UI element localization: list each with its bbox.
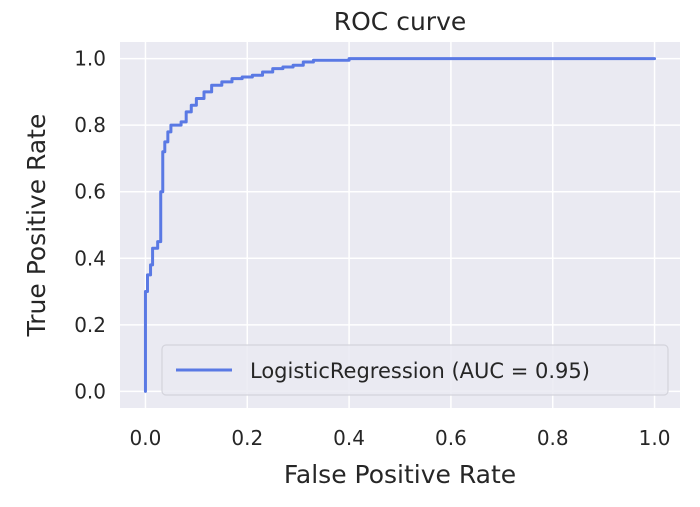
y-tick-labels: 0.0 0.2 0.4 0.6 0.8 1.0: [74, 47, 106, 404]
grid-lines: [120, 42, 680, 408]
data-layer: [143, 57, 657, 393]
x-tick-label: 0.4: [333, 426, 365, 450]
x-tick-labels: 0.0 0.2 0.4 0.6 0.8 1.0: [130, 426, 671, 450]
y-tick-label: 0.2: [74, 313, 106, 337]
y-tick-label: 1.0: [74, 47, 106, 71]
x-tick-label: 0.2: [231, 426, 263, 450]
x-tick-label: 0.6: [435, 426, 467, 450]
x-axis-label: False Positive Rate: [284, 460, 516, 489]
y-tick-label: 0.6: [74, 180, 106, 204]
y-tick-label: 0.0: [74, 379, 106, 403]
x-tick-label: 0.0: [130, 426, 162, 450]
y-tick-label: 0.8: [74, 113, 106, 137]
legend: LogisticRegression (AUC = 0.95): [161, 344, 669, 396]
roc-curve-line: [143, 57, 657, 393]
x-tick-label: 0.8: [537, 426, 569, 450]
x-tick-label: 1.0: [639, 426, 671, 450]
y-axis-label: True Positive Rate: [22, 114, 51, 338]
y-tick-label: 0.4: [74, 246, 106, 270]
legend-box: [161, 344, 669, 396]
chart-title: ROC curve: [334, 7, 467, 36]
legend-label: LogisticRegression (AUC = 0.95): [250, 359, 590, 383]
